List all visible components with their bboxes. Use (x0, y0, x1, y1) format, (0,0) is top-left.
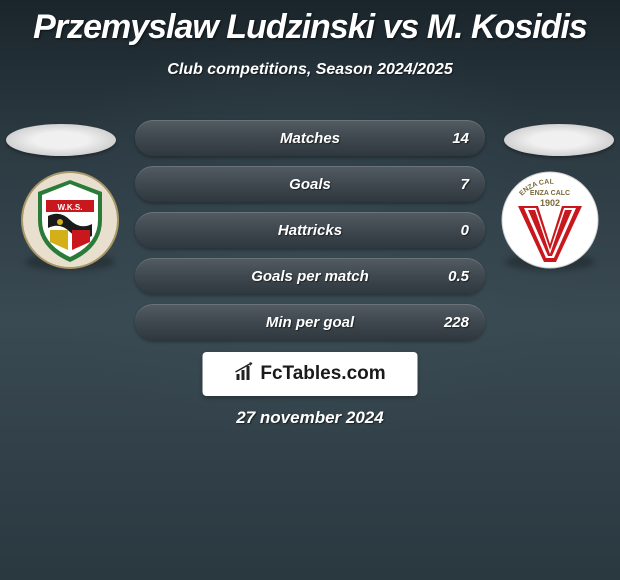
stat-row: Matches 14 (135, 120, 485, 156)
source-logo: FcTables.com (203, 352, 418, 396)
player-disc-left (6, 124, 116, 156)
stat-right-value: 14 (452, 130, 469, 147)
svg-text:W.K.S.: W.K.S. (58, 203, 83, 212)
stat-row: Goals per match 0.5 (135, 258, 485, 294)
stat-label: Goals (135, 176, 485, 193)
snapshot-date: 27 november 2024 (0, 408, 620, 428)
stat-right-value: 0 (461, 222, 469, 239)
page-title: Przemyslaw Ludzinski vs M. Kosidis (0, 0, 620, 47)
page-subtitle: Club competitions, Season 2024/2025 (0, 61, 620, 79)
stat-right-value: 228 (444, 314, 469, 331)
player-disc-right (504, 124, 614, 156)
stat-right-value: 0.5 (448, 268, 469, 285)
stat-row: Hattricks 0 (135, 212, 485, 248)
stat-label: Goals per match (135, 268, 485, 285)
comparison-card: Przemyslaw Ludzinski vs M. Kosidis Club … (0, 0, 620, 580)
svg-text:1902: 1902 (540, 198, 560, 208)
stat-label: Hattricks (135, 222, 485, 239)
shield-icon: W.K.S. (20, 170, 120, 270)
bar-chart-icon (234, 362, 256, 387)
v-badge-icon: ENZA CAL ENZA CALC 1902 (500, 170, 600, 270)
svg-text:ENZA CALC: ENZA CALC (530, 190, 570, 197)
stats-table: Matches 14 Goals 7 Hattricks 0 Goals per… (135, 120, 485, 350)
stat-label: Min per goal (135, 314, 485, 331)
stat-row: Goals 7 (135, 166, 485, 202)
club-badge-left: W.K.S. (20, 170, 120, 270)
stat-row: Min per goal 228 (135, 304, 485, 340)
stat-right-value: 7 (461, 176, 469, 193)
source-logo-text: FcTables.com (260, 363, 385, 385)
stat-label: Matches (135, 130, 485, 147)
club-badge-right: ENZA CAL ENZA CALC 1902 (500, 170, 600, 270)
